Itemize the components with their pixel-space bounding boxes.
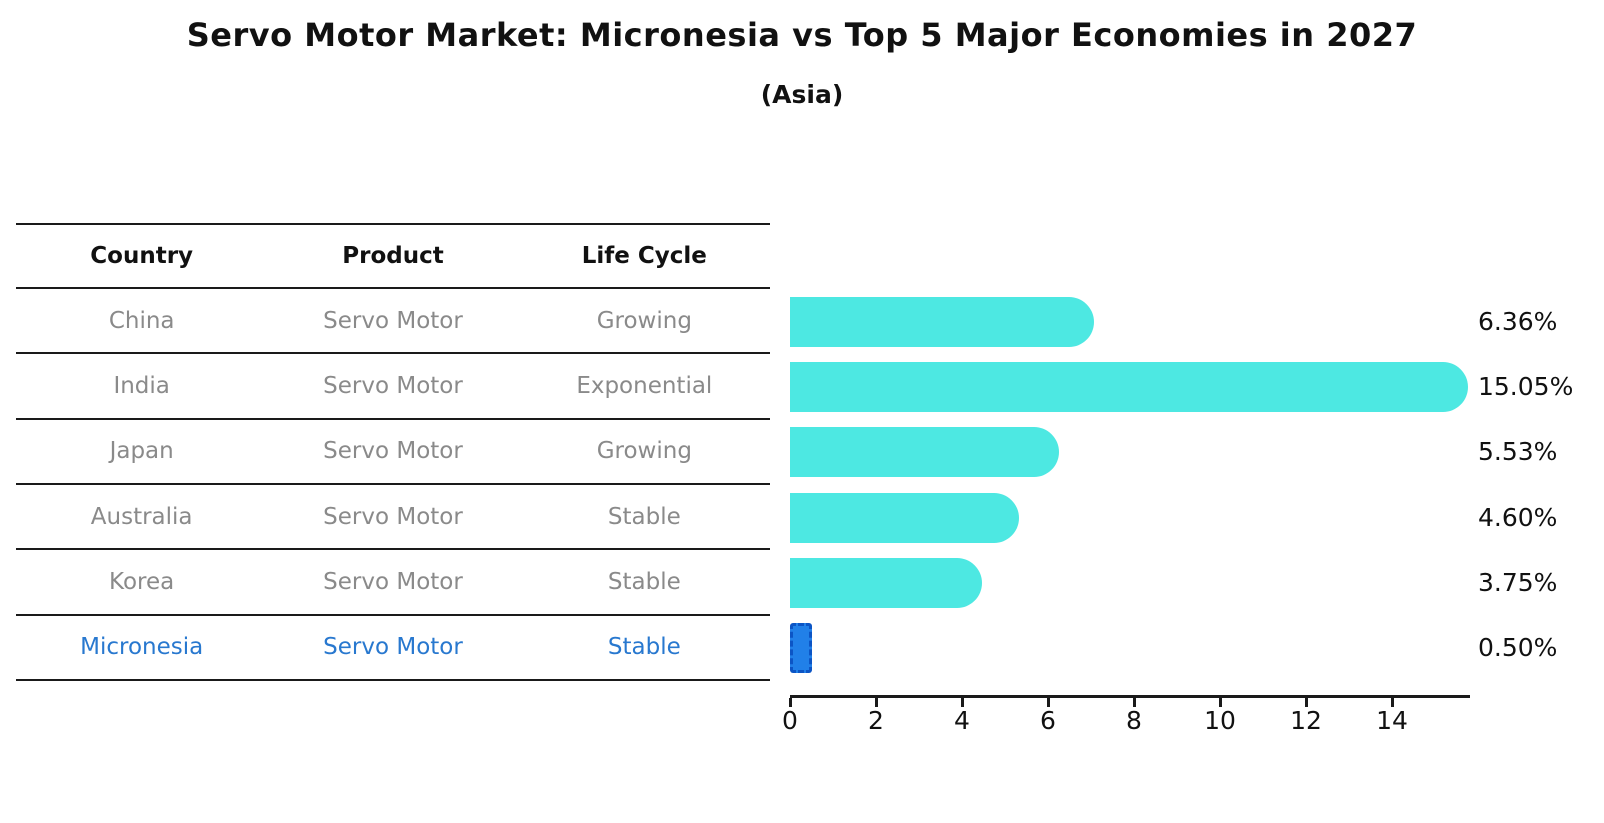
x-axis-tick xyxy=(960,698,964,707)
x-axis-tick xyxy=(1046,698,1050,707)
cell-country: India xyxy=(113,372,170,399)
cell-product: Servo Motor xyxy=(323,438,463,465)
cell-life-cycle: Stable xyxy=(607,634,681,661)
bar-korea xyxy=(790,557,983,608)
chart-title: Servo Motor Market: Micronesia vs Top 5 … xyxy=(186,16,1418,54)
cell-product: Servo Motor xyxy=(323,568,463,595)
x-axis-tick xyxy=(1132,698,1136,707)
bar-micronesia xyxy=(790,623,812,674)
bar-value-label-japan: 5.53% xyxy=(1478,437,1558,467)
bar-value-label-india: 15.05% xyxy=(1478,371,1574,401)
bar-value-label-micronesia: 0.50% xyxy=(1478,633,1558,663)
table-header-life-cycle: Life Cycle xyxy=(581,243,707,269)
table-row-india: India Servo Motor Exponential xyxy=(16,354,770,420)
x-axis-tick xyxy=(1218,698,1222,707)
table-row-china: China Servo Motor Growing xyxy=(16,289,770,355)
x-axis-tick-label: 14 xyxy=(1376,706,1408,735)
cell-country: Japan xyxy=(109,438,174,465)
x-axis-tick-label: 10 xyxy=(1204,706,1236,735)
bar-australia xyxy=(790,492,1019,543)
x-axis-tick-label: 6 xyxy=(1040,706,1056,735)
cell-country: China xyxy=(108,307,175,334)
x-axis-tick-label: 2 xyxy=(868,706,884,735)
bar-value-label-australia: 4.60% xyxy=(1478,502,1558,532)
x-axis-line xyxy=(790,695,1470,698)
table-row-japan: Japan Servo Motor Growing xyxy=(16,420,770,485)
cell-life-cycle: Growing xyxy=(596,307,692,334)
x-axis-tick-label: 0 xyxy=(782,706,798,735)
table-header-row: Country Product Life Cycle xyxy=(16,223,770,289)
x-axis-tick-label: 12 xyxy=(1290,706,1322,735)
cell-product: Servo Motor xyxy=(323,503,463,530)
x-axis-tick xyxy=(788,698,792,707)
chart-subtitle: (Asia) xyxy=(760,80,844,109)
country-table: Country Product Life Cycle China Servo Mo… xyxy=(16,223,770,681)
cell-country: Micronesia xyxy=(80,634,204,661)
cell-life-cycle: Stable xyxy=(607,503,681,530)
bar-value-label-korea: 3.75% xyxy=(1478,567,1558,597)
cell-country: Korea xyxy=(109,568,175,595)
bar-japan xyxy=(790,427,1059,478)
table-row-korea: Korea Servo Motor Stable xyxy=(16,550,770,616)
bar-china xyxy=(790,296,1095,347)
cell-life-cycle: Growing xyxy=(596,438,692,465)
table-header-product: Product xyxy=(342,243,444,269)
x-axis-tick xyxy=(1304,698,1308,707)
bar-india xyxy=(790,361,1469,412)
x-axis-tick xyxy=(1390,698,1394,707)
cell-product: Servo Motor xyxy=(323,307,463,334)
x-axis-tick-label: 4 xyxy=(954,706,970,735)
cell-country: Australia xyxy=(90,503,193,530)
cell-product: Servo Motor xyxy=(323,634,463,661)
table-header-country: Country xyxy=(90,243,194,269)
table-row-australia: Australia Servo Motor Stable xyxy=(16,485,770,551)
table-row-micronesia: Micronesia Servo Motor Stable xyxy=(16,616,770,681)
x-axis-tick-label: 8 xyxy=(1126,706,1142,735)
x-axis-tick xyxy=(874,698,878,707)
cell-life-cycle: Stable xyxy=(607,568,681,595)
table-body: China Servo Motor Growing India Servo Motor E… xyxy=(16,289,770,681)
cell-product: Servo Motor xyxy=(323,372,463,399)
bar-value-label-china: 6.36% xyxy=(1478,306,1558,336)
cell-life-cycle: Exponential xyxy=(576,372,713,399)
